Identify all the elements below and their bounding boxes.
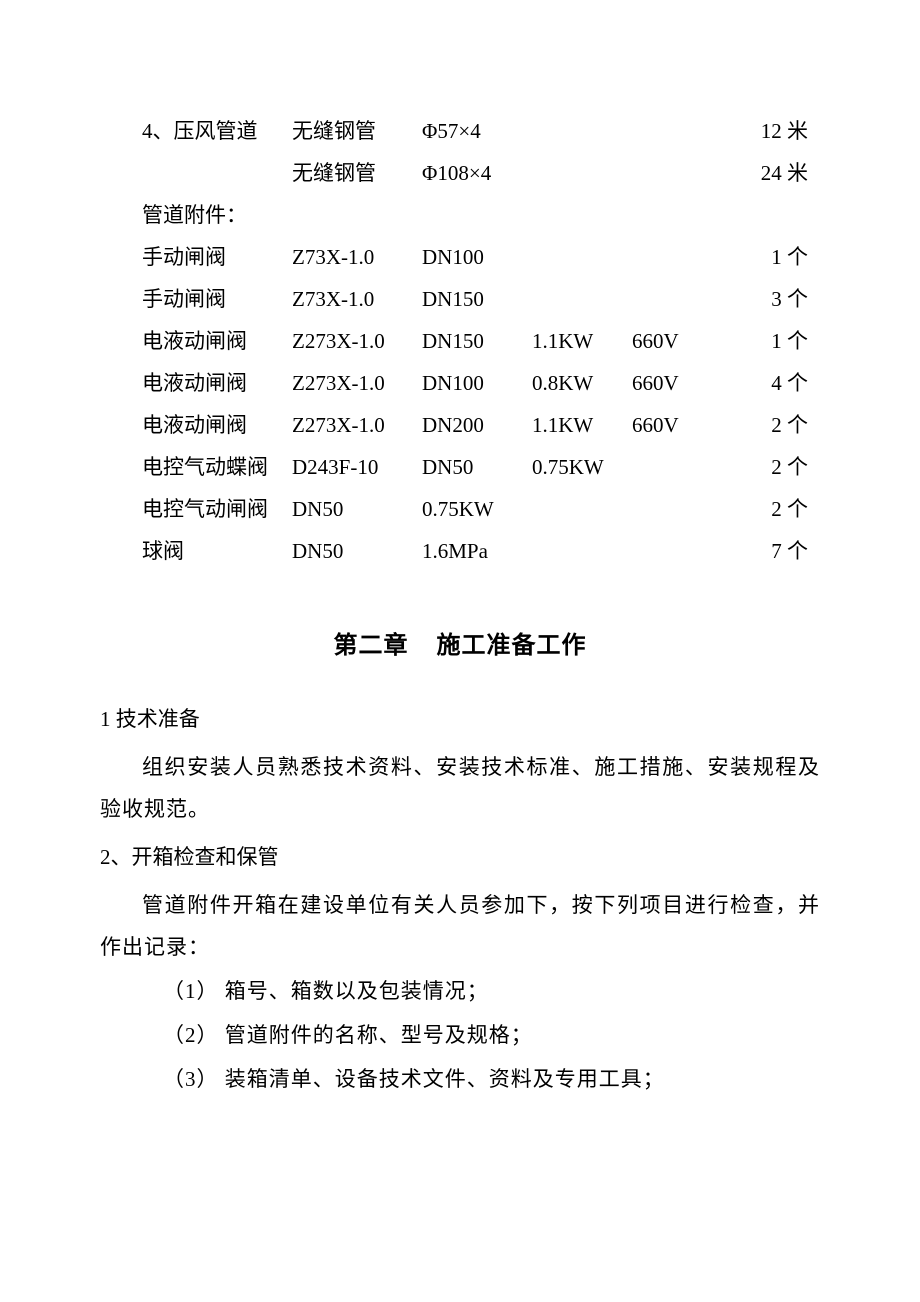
- accessory-row: 电液动闸阀Z273X-1.0DN1000.8KW660V4 个: [142, 362, 820, 404]
- accessory-row-c5: [632, 278, 712, 320]
- accessory-row-c6: 3 个: [712, 278, 820, 320]
- accessory-row-c1: 球阀: [142, 530, 292, 572]
- accessory-row-c3: DN50: [422, 446, 532, 488]
- accessory-row-c5: [632, 530, 712, 572]
- accessory-row-c6: 2 个: [712, 488, 820, 530]
- accessory-row-c4: 1.1KW: [532, 320, 632, 362]
- accessory-row-c3: DN100: [422, 362, 532, 404]
- accessory-row-c3: DN200: [422, 404, 532, 446]
- accessory-row-c5: 660V: [632, 362, 712, 404]
- accessory-row-c4: 1.1KW: [532, 404, 632, 446]
- accessory-row-c4: [532, 236, 632, 278]
- accessory-row-c1: 电液动闸阀: [142, 404, 292, 446]
- accessory-row: 球阀DN501.6MPa 7 个: [142, 530, 820, 572]
- accessory-row-c3: DN150: [422, 320, 532, 362]
- spec-row-c6: 24 米: [712, 152, 820, 194]
- accessory-row-c3: 0.75KW: [422, 488, 532, 530]
- accessory-row-c2: Z273X-1.0: [292, 320, 422, 362]
- list-item: （3） 装箱清单、设备技术文件、资料及专用工具；: [100, 1058, 820, 1100]
- spec-row-c6: 12 米: [712, 110, 820, 152]
- spec-row: 4、压风管道无缝钢管Φ57×4 12 米: [142, 110, 820, 152]
- accessory-row-c6: 1 个: [712, 320, 820, 362]
- accessory-row-c5: [632, 236, 712, 278]
- accessory-row-c2: Z273X-1.0: [292, 362, 422, 404]
- accessory-row-c4: 0.75KW: [532, 446, 632, 488]
- spec-row-c4: [532, 110, 632, 152]
- accessory-row: 电液动闸阀Z273X-1.0DN2001.1KW660V2 个: [142, 404, 820, 446]
- accessory-row-c6: 2 个: [712, 404, 820, 446]
- spec-rows: 4、压风管道无缝钢管Φ57×412 米无缝钢管Φ108×424 米: [142, 110, 820, 194]
- spec-block: 4、压风管道无缝钢管Φ57×412 米无缝钢管Φ108×424 米 管道附件： …: [142, 110, 820, 572]
- accessory-row: 电液动闸阀Z273X-1.0DN1501.1KW660V1 个: [142, 320, 820, 362]
- paragraph: 组织安装人员熟悉技术资料、安装技术标准、施工措施、安装规程及验收规范。: [100, 746, 820, 830]
- accessory-row-c5: 660V: [632, 320, 712, 362]
- spec-row-c3: Φ108×4: [422, 152, 532, 194]
- spec-row-c5: [632, 110, 712, 152]
- chapter-name: 施工准备工作: [437, 632, 587, 659]
- accessory-row-c1: 电控气动闸阀: [142, 488, 292, 530]
- accessory-row-c5: 660V: [632, 404, 712, 446]
- spec-row-c1: [142, 152, 292, 194]
- accessory-row-c1: 手动闸阀: [142, 236, 292, 278]
- accessory-rows: 手动闸阀Z73X-1.0DN1001 个手动闸阀Z73X-1.0DN1503 个…: [142, 236, 820, 572]
- accessory-row: 电控气动蝶阀D243F-10DN500.75KW 2 个: [142, 446, 820, 488]
- accessory-row: 手动闸阀Z73X-1.0DN100 1 个: [142, 236, 820, 278]
- accessory-label-row: 管道附件：: [142, 194, 820, 236]
- accessory-row-c2: Z73X-1.0: [292, 236, 422, 278]
- paragraph: 管道附件开箱在建设单位有关人员参加下，按下列项目进行检查，并作出记录：: [100, 884, 820, 968]
- accessory-row-c3: DN100: [422, 236, 532, 278]
- accessory-row-c6: 1 个: [712, 236, 820, 278]
- accessory-row-c4: [532, 530, 632, 572]
- document-page: 4、压风管道无缝钢管Φ57×412 米无缝钢管Φ108×424 米 管道附件： …: [0, 0, 920, 1162]
- accessory-row-c4: [532, 278, 632, 320]
- spec-row-c5: [632, 152, 712, 194]
- list-item: （1） 箱号、箱数以及包装情况；: [100, 970, 820, 1012]
- accessory-row-c4: [532, 488, 632, 530]
- subsection-heading: 1 技术准备: [100, 698, 820, 740]
- accessory-row: 电控气动闸阀DN500.75KW 2 个: [142, 488, 820, 530]
- chapter-title: 第二章 施工准备工作: [100, 622, 820, 670]
- accessory-row-c2: Z73X-1.0: [292, 278, 422, 320]
- accessory-row-c2: DN50: [292, 488, 422, 530]
- accessory-row-c1: 电液动闸阀: [142, 362, 292, 404]
- accessory-row-c4: 0.8KW: [532, 362, 632, 404]
- accessory-row-c1: 电控气动蝶阀: [142, 446, 292, 488]
- spec-row-c4: [532, 152, 632, 194]
- chapter-number: 第二章: [334, 632, 409, 659]
- accessory-row-c1: 电液动闸阀: [142, 320, 292, 362]
- accessory-row-c3: DN150: [422, 278, 532, 320]
- list-item: （2） 管道附件的名称、型号及规格；: [100, 1014, 820, 1056]
- accessory-row-c5: [632, 488, 712, 530]
- accessory-row-c2: Z273X-1.0: [292, 404, 422, 446]
- accessory-row: 手动闸阀Z73X-1.0DN150 3 个: [142, 278, 820, 320]
- subsection-heading: 2、开箱检查和保管: [100, 836, 820, 878]
- spec-row-c2: 无缝钢管: [292, 152, 422, 194]
- accessory-row-c2: D243F-10: [292, 446, 422, 488]
- accessory-row-c1: 手动闸阀: [142, 278, 292, 320]
- accessory-row-c6: 7 个: [712, 530, 820, 572]
- accessory-row-c3: 1.6MPa: [422, 530, 532, 572]
- accessory-row-c5: [632, 446, 712, 488]
- sections-container: 1 技术准备组织安装人员熟悉技术资料、安装技术标准、施工措施、安装规程及验收规范…: [100, 698, 820, 1100]
- accessory-label: 管道附件：: [142, 194, 247, 236]
- spec-row-c2: 无缝钢管: [292, 110, 422, 152]
- accessory-row-c6: 2 个: [712, 446, 820, 488]
- spec-row-c3: Φ57×4: [422, 110, 532, 152]
- accessory-row-c2: DN50: [292, 530, 422, 572]
- spec-row-c1: 4、压风管道: [142, 110, 292, 152]
- spec-row: 无缝钢管Φ108×4 24 米: [142, 152, 820, 194]
- accessory-row-c6: 4 个: [712, 362, 820, 404]
